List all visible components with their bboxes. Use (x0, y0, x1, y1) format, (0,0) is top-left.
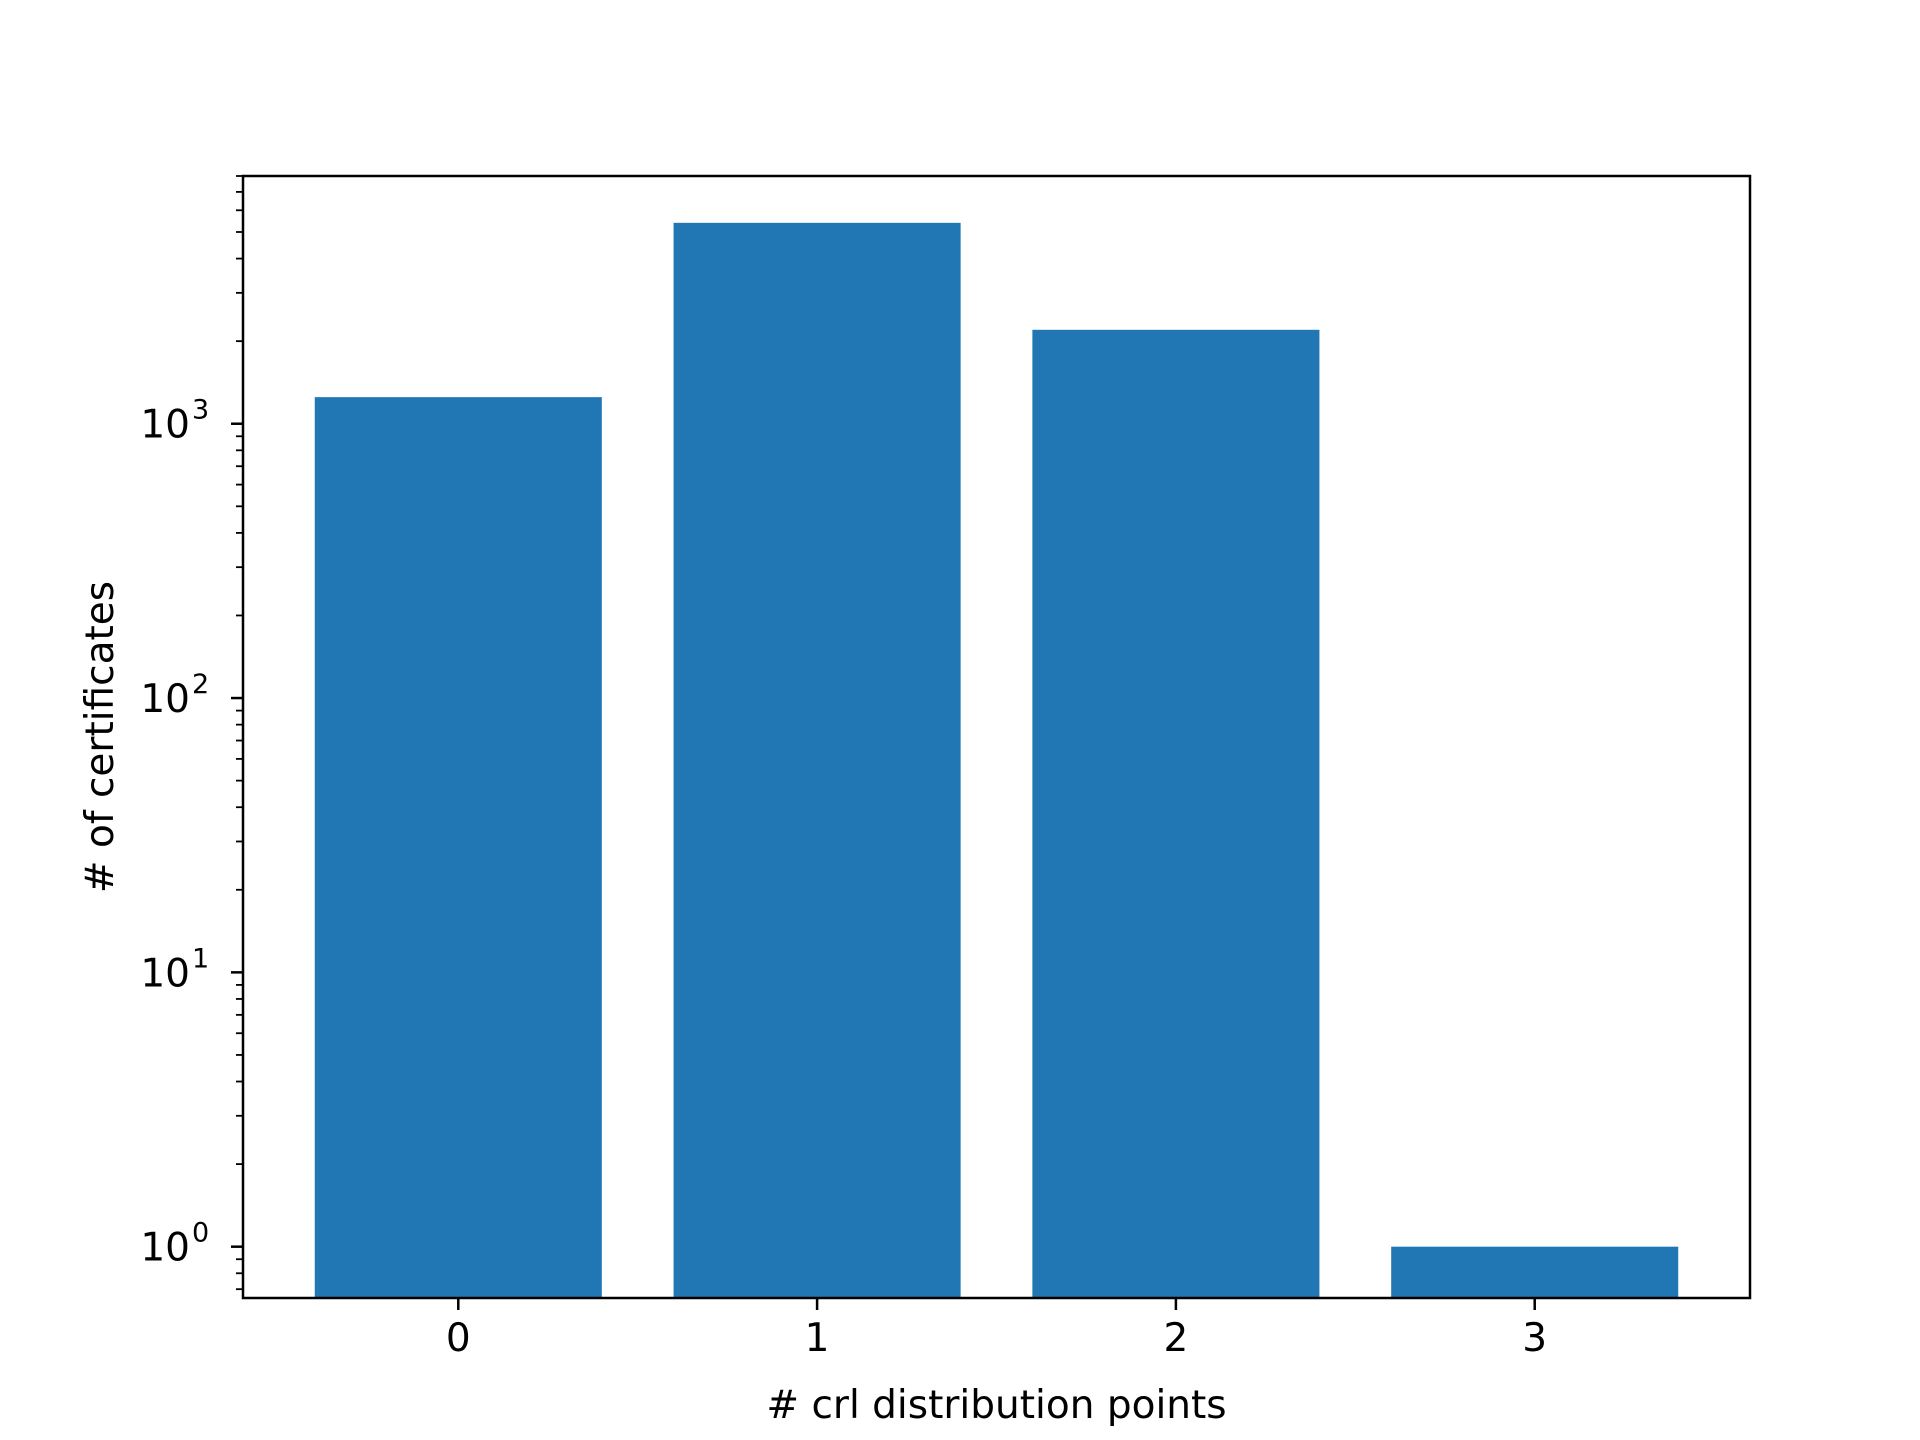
y-axis-label: # of certificates (78, 581, 123, 893)
y-tick-exponent-0: 0 (192, 1218, 209, 1249)
y-tick-label-0: 10 (140, 1226, 190, 1271)
y-tick-label-3: 10 (140, 403, 190, 448)
y-tick-label-1: 10 (140, 951, 190, 996)
y-tick-exponent-1: 1 (192, 943, 209, 974)
bar-2 (1032, 329, 1320, 1298)
x-axis-label: # crl distribution points (766, 1383, 1226, 1428)
x-ticks: 0 1 2 3 (446, 1298, 1547, 1361)
plot-frame (241, 174, 1752, 1300)
bars-group (314, 222, 1679, 1298)
y-tick-exponent-2: 2 (192, 669, 209, 700)
x-tick-label-1: 1 (805, 1316, 830, 1361)
bar-3 (1391, 1246, 1679, 1298)
y-tick-exponent-3: 3 (192, 395, 209, 426)
y-tick-label-2: 10 (140, 677, 190, 722)
x-tick-label-0: 0 (446, 1316, 471, 1361)
bar-1 (673, 222, 961, 1298)
bar-0 (314, 397, 602, 1298)
x-tick-label-3: 3 (1522, 1316, 1547, 1361)
x-tick-label-2: 2 (1163, 1316, 1188, 1361)
